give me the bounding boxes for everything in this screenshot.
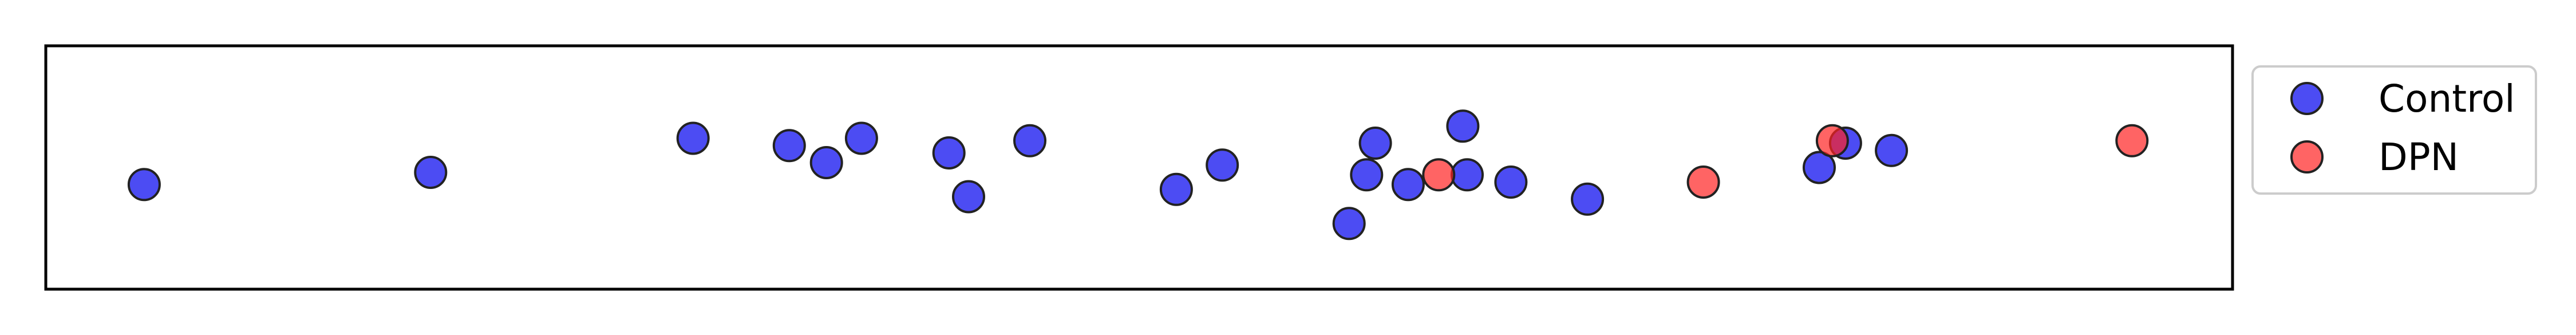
point-control bbox=[1451, 158, 1484, 192]
point-dpn bbox=[1686, 165, 1720, 199]
point-control bbox=[1494, 165, 1528, 199]
legend-item-dpn: DPN bbox=[2290, 135, 2459, 179]
point-control bbox=[1391, 168, 1425, 202]
point-dpn bbox=[2115, 124, 2149, 157]
point-control bbox=[1350, 158, 1384, 192]
point-control bbox=[772, 129, 806, 163]
plot-frame bbox=[44, 44, 2234, 291]
point-control bbox=[1875, 133, 1909, 167]
point-control bbox=[1332, 207, 1366, 241]
point-control bbox=[1803, 151, 1836, 184]
legend-label-dpn: DPN bbox=[2379, 135, 2459, 179]
legend-item-control: Control bbox=[2290, 77, 2515, 121]
point-control bbox=[809, 146, 843, 179]
points-layer bbox=[127, 109, 2149, 241]
point-control bbox=[1159, 172, 1193, 206]
point-control bbox=[676, 121, 710, 155]
point-control bbox=[952, 180, 985, 214]
point-control bbox=[932, 136, 966, 170]
legend-marker-control bbox=[2290, 82, 2324, 115]
point-control bbox=[1206, 148, 1239, 182]
point-dpn bbox=[1815, 124, 1849, 157]
legend: Control DPN bbox=[2251, 65, 2537, 195]
point-control bbox=[1571, 182, 1605, 216]
point-control bbox=[1358, 127, 1392, 160]
point-control bbox=[1013, 124, 1046, 157]
point-control bbox=[844, 121, 878, 155]
point-dpn bbox=[1422, 158, 1456, 192]
legend-marker-dpn bbox=[2290, 140, 2324, 174]
point-control bbox=[414, 156, 448, 189]
legend-label-control: Control bbox=[2379, 77, 2515, 121]
point-control bbox=[127, 168, 161, 202]
point-control bbox=[1446, 109, 1480, 143]
